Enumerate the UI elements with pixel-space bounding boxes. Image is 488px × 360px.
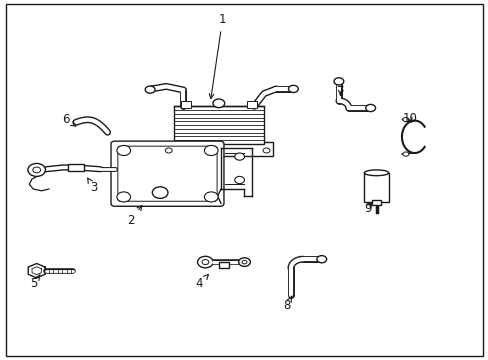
Text: 2: 2 <box>126 206 142 227</box>
Text: 1: 1 <box>209 13 226 99</box>
Circle shape <box>316 256 326 263</box>
Circle shape <box>213 99 224 108</box>
Text: 3: 3 <box>87 178 98 194</box>
Circle shape <box>152 187 168 198</box>
Bar <box>246 101 256 108</box>
Circle shape <box>234 176 244 184</box>
Circle shape <box>288 85 298 93</box>
Bar <box>371 200 381 205</box>
Bar <box>364 173 388 202</box>
Circle shape <box>117 145 130 156</box>
Text: 6: 6 <box>62 113 76 126</box>
Circle shape <box>402 117 408 122</box>
Circle shape <box>117 192 130 202</box>
FancyBboxPatch shape <box>111 141 224 206</box>
Circle shape <box>204 192 218 202</box>
Text: 10: 10 <box>402 112 416 125</box>
Circle shape <box>402 152 408 156</box>
Circle shape <box>33 167 41 173</box>
Bar <box>164 142 272 156</box>
Bar <box>68 164 84 171</box>
Circle shape <box>238 258 250 266</box>
Circle shape <box>263 148 269 153</box>
Bar <box>219 262 228 268</box>
Circle shape <box>242 260 246 264</box>
Circle shape <box>202 260 208 265</box>
Circle shape <box>365 104 375 112</box>
Bar <box>173 106 264 144</box>
Text: 9: 9 <box>363 202 371 215</box>
Circle shape <box>204 145 218 156</box>
Polygon shape <box>28 264 45 278</box>
Bar <box>181 101 190 108</box>
Circle shape <box>145 86 155 93</box>
Circle shape <box>333 78 343 85</box>
Circle shape <box>28 163 45 176</box>
Circle shape <box>197 256 213 268</box>
Ellipse shape <box>364 170 388 176</box>
Circle shape <box>234 153 244 160</box>
Circle shape <box>165 148 172 153</box>
Text: 4: 4 <box>195 274 208 290</box>
Text: 8: 8 <box>283 296 291 312</box>
Text: 7: 7 <box>336 85 344 98</box>
FancyBboxPatch shape <box>118 146 217 201</box>
Text: 5: 5 <box>30 274 40 290</box>
